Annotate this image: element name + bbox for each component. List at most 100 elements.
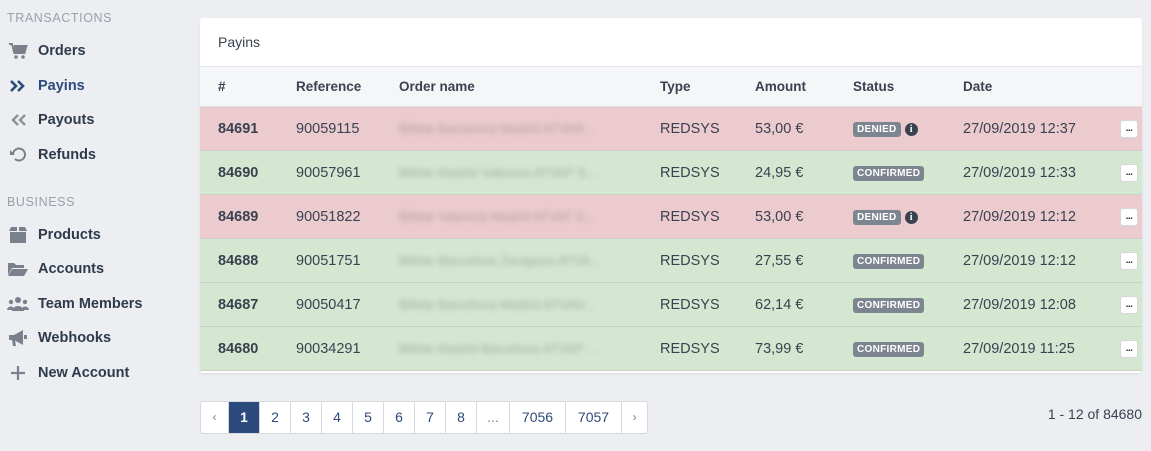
pagination-ellipsis: ... <box>476 402 509 433</box>
sidebar-item-label: Payouts <box>38 112 95 128</box>
amount-cell: 27,55 € <box>755 253 804 269</box>
pagination: ‹ 1 2 3 4 5 6 7 8... 7056 7057 › <box>200 401 648 434</box>
reference-cell: 90059115 <box>296 121 360 137</box>
row-actions-button[interactable]: ... <box>1120 340 1138 358</box>
date-cell: 27/09/2019 12:12 <box>963 209 1076 225</box>
sidebar-item-products[interactable]: Products <box>0 222 190 248</box>
row-actions-button[interactable]: ... <box>1120 120 1138 138</box>
sidebar-item-label: Accounts <box>38 261 105 277</box>
order-name-text: Billete Madrid Barcelona ATVAP ... <box>399 341 598 356</box>
pagination-page-7[interactable]: 7 <box>414 402 445 433</box>
id-cell: 84688 <box>218 253 259 269</box>
type-cell: REDSYS <box>660 121 720 137</box>
table-row[interactable]: 84688 90051751 Billete Barcelona Zaragoza … <box>200 239 1142 283</box>
info-icon[interactable]: i <box>904 122 918 136</box>
box-icon <box>0 226 32 244</box>
date-cell: 27/09/2019 12:37 <box>963 121 1076 137</box>
sidebar-item-new-account[interactable]: New Account <box>0 360 190 386</box>
row-actions-button[interactable]: ... <box>1120 296 1138 314</box>
order-name-cell: Billete Madrid Barcelona ATVAP ... <box>399 327 598 371</box>
table-header: # Reference Order name Type Amount Statu… <box>200 67 1142 107</box>
row-actions-button[interactable]: ... <box>1120 252 1138 270</box>
date-cell: 27/09/2019 12:08 <box>963 297 1076 313</box>
amount-cell: 53,00 € <box>755 121 804 137</box>
pagination-page-6[interactable]: 6 <box>383 402 414 433</box>
pagination-page-3[interactable]: 3 <box>290 402 321 433</box>
type-cell: REDSYS <box>660 297 720 313</box>
section-title-transactions: TRANSACTIONS <box>7 11 113 25</box>
pagination-page-5[interactable]: 5 <box>352 402 383 433</box>
amount-cell: 73,99 € <box>755 341 804 357</box>
order-name-text: Billete Valencia Madrid ATVAT S... <box>399 209 596 224</box>
folder-open-icon <box>0 261 32 277</box>
table-row[interactable]: 84687 90050417 Billete Barcelona Madrid AT… <box>200 283 1142 327</box>
sidebar-item-accounts[interactable]: Accounts <box>0 256 190 282</box>
amount-cell: 53,00 € <box>755 209 804 225</box>
status-cell: CONFIRMED <box>853 327 925 371</box>
status-badge: DENIED <box>853 209 901 225</box>
reference-cell: 90057961 <box>296 165 361 181</box>
status-cell: CONFIRMED <box>853 151 925 195</box>
sidebar: TRANSACTIONS Orders Payins Payouts Refun… <box>0 0 190 451</box>
type-cell: REDSYS <box>660 209 720 225</box>
pagination-page-8[interactable]: 8 <box>445 402 476 433</box>
status-badge: CONFIRMED <box>853 165 925 181</box>
section-title-business: BUSINESS <box>7 195 76 209</box>
more-icon: ... <box>1125 211 1133 222</box>
table-row[interactable]: 84680 90034291 Billete Madrid Barcelona AT… <box>200 327 1142 371</box>
pagination-page-4[interactable]: 4 <box>321 402 352 433</box>
pagination-page-7056[interactable]: 7056 <box>509 402 565 433</box>
type-cell: REDSYS <box>660 165 720 181</box>
status-badge: DENIED <box>853 121 901 137</box>
status-badge: CONFIRMED <box>853 341 925 357</box>
order-name-cell: Billete Barcelona Madrid ATVAR... <box>399 107 595 151</box>
status-cell: CONFIRMED <box>853 283 925 327</box>
more-icon: ... <box>1125 167 1133 178</box>
sidebar-item-label: Payins <box>38 78 85 94</box>
pagination-page-7057[interactable]: 7057 <box>565 402 621 433</box>
amount-cell: 62,14 € <box>755 297 804 313</box>
sidebar-item-label: Refunds <box>38 147 96 163</box>
sidebar-item-label: Orders <box>38 43 86 59</box>
pagination-prev-button[interactable]: ‹ <box>212 410 217 424</box>
cart-icon <box>0 42 32 60</box>
sidebar-item-label: Products <box>38 227 101 243</box>
order-name-cell: Billete Valencia Madrid ATVAT S... <box>399 195 595 239</box>
info-icon[interactable]: i <box>904 210 918 224</box>
pagination-next-button[interactable]: › <box>621 402 647 433</box>
table-row[interactable]: 84689 90051822 Billete Valencia Madrid ATV… <box>200 195 1142 239</box>
sidebar-item-orders[interactable]: Orders <box>0 38 190 64</box>
pagination-page-1[interactable]: 1 <box>228 402 259 433</box>
order-name-text: Billete Barcelona Madrid ATVAN... <box>399 297 596 312</box>
sidebar-item-refunds[interactable]: Refunds <box>0 142 190 168</box>
more-icon: ... <box>1125 123 1133 134</box>
row-actions-button[interactable]: ... <box>1120 208 1138 226</box>
sidebar-item-label: New Account <box>38 365 130 381</box>
column-header-id: # <box>218 79 226 94</box>
type-cell: REDSYS <box>660 253 720 269</box>
table-row[interactable]: 84690 90057961 Billete Madrid Valencia ATV… <box>200 151 1142 195</box>
column-header-type: Type <box>660 79 691 94</box>
users-icon <box>0 296 32 312</box>
sidebar-item-payouts[interactable]: Payouts <box>0 107 190 133</box>
pagination-summary: 1 - 12 of 84680 <box>1047 406 1142 422</box>
column-header-status: Status <box>853 79 895 94</box>
more-icon: ... <box>1125 255 1133 266</box>
table-body: 84691 90059115 Billete Barcelona Madrid AT… <box>200 107 1142 371</box>
column-header-reference: Reference <box>296 79 362 94</box>
table-row[interactable]: 84691 90059115 Billete Barcelona Madrid AT… <box>200 107 1142 151</box>
id-cell: 84680 <box>218 341 259 357</box>
sidebar-item-team-members[interactable]: Team Members <box>0 291 190 317</box>
status-cell: DENIED i <box>853 195 918 239</box>
id-cell: 84689 <box>218 209 259 225</box>
sidebar-item-webhooks[interactable]: Webhooks <box>0 325 190 351</box>
double-chevron-left-icon <box>0 113 32 127</box>
sidebar-item-payins[interactable]: Payins <box>0 73 190 99</box>
row-actions-button[interactable]: ... <box>1120 164 1138 182</box>
order-name-cell: Billete Madrid Valencia ATVAP S... <box>399 151 597 195</box>
date-cell: 27/09/2019 12:33 <box>963 165 1076 181</box>
date-cell: 27/09/2019 11:25 <box>963 341 1075 357</box>
status-cell: CONFIRMED <box>853 239 925 283</box>
pagination-page-2[interactable]: 2 <box>259 402 290 433</box>
date-cell: 27/09/2019 12:12 <box>963 253 1076 269</box>
